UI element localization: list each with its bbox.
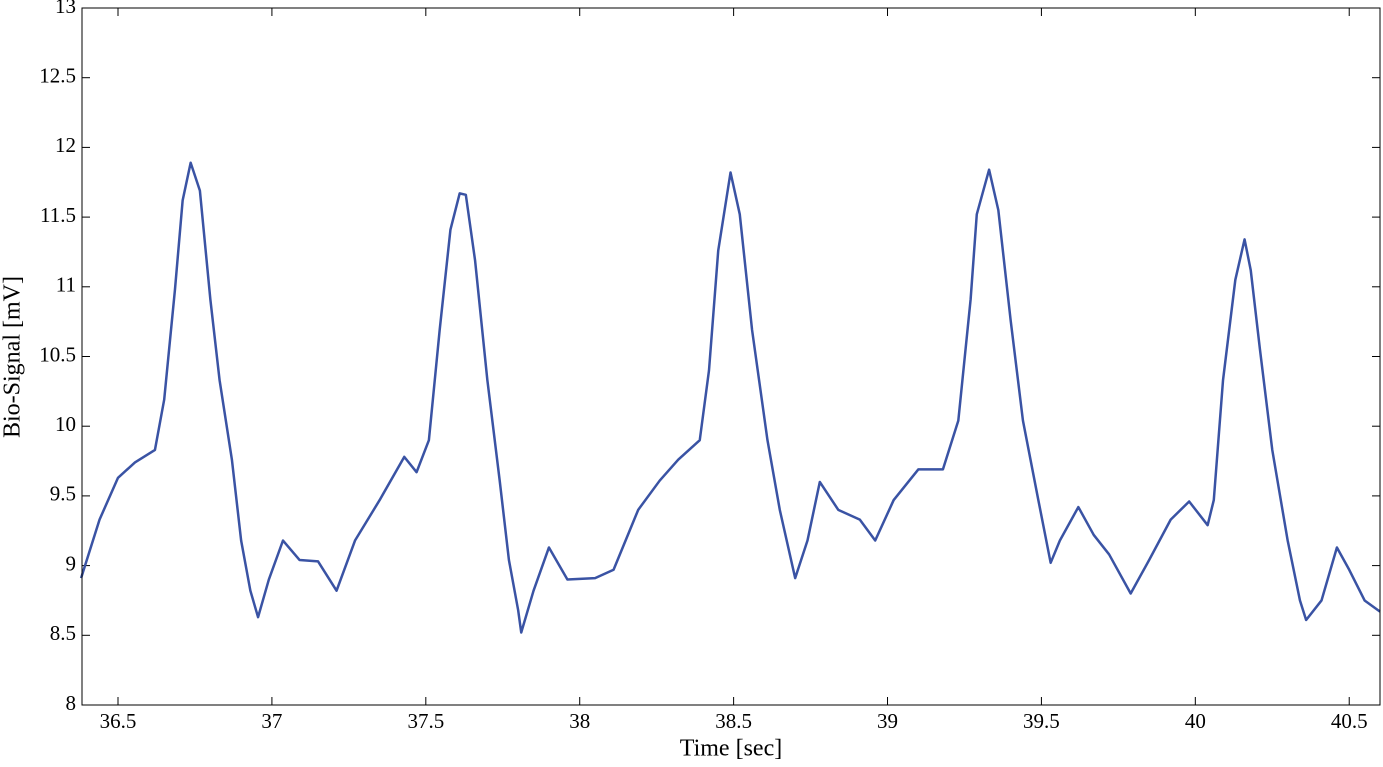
y-tick-label: 12	[55, 133, 76, 157]
y-tick-label: 13	[55, 0, 76, 18]
y-tick-label: 9.5	[50, 482, 76, 506]
x-tick-label: 38.5	[715, 709, 752, 733]
x-tick-label: 36.5	[100, 709, 137, 733]
y-tick-label: 11.5	[40, 203, 76, 227]
x-tick-label: 37	[261, 709, 282, 733]
y-tick-label: 11	[56, 273, 76, 297]
y-tick-label: 8.5	[50, 621, 76, 645]
y-tick-label: 10.5	[39, 342, 76, 366]
y-tick-label: 9	[66, 551, 77, 575]
x-tick-label: 40	[1185, 709, 1206, 733]
y-tick-label: 12.5	[39, 64, 76, 88]
x-tick-label: 39	[877, 709, 898, 733]
plot-frame	[81, 7, 1381, 706]
x-tick-label: 37.5	[407, 709, 444, 733]
y-tick-label: 10	[55, 412, 76, 436]
y-axis-label: Bio-Signal [mV]	[0, 276, 26, 438]
signal-line	[79, 161, 1381, 634]
y-tick-label: 8	[66, 691, 77, 715]
x-axis-label: Time [sec]	[680, 736, 782, 762]
x-tick-label: 38	[569, 709, 590, 733]
x-tick-label: 39.5	[1023, 709, 1060, 733]
x-tick-label: 40.5	[1331, 709, 1368, 733]
